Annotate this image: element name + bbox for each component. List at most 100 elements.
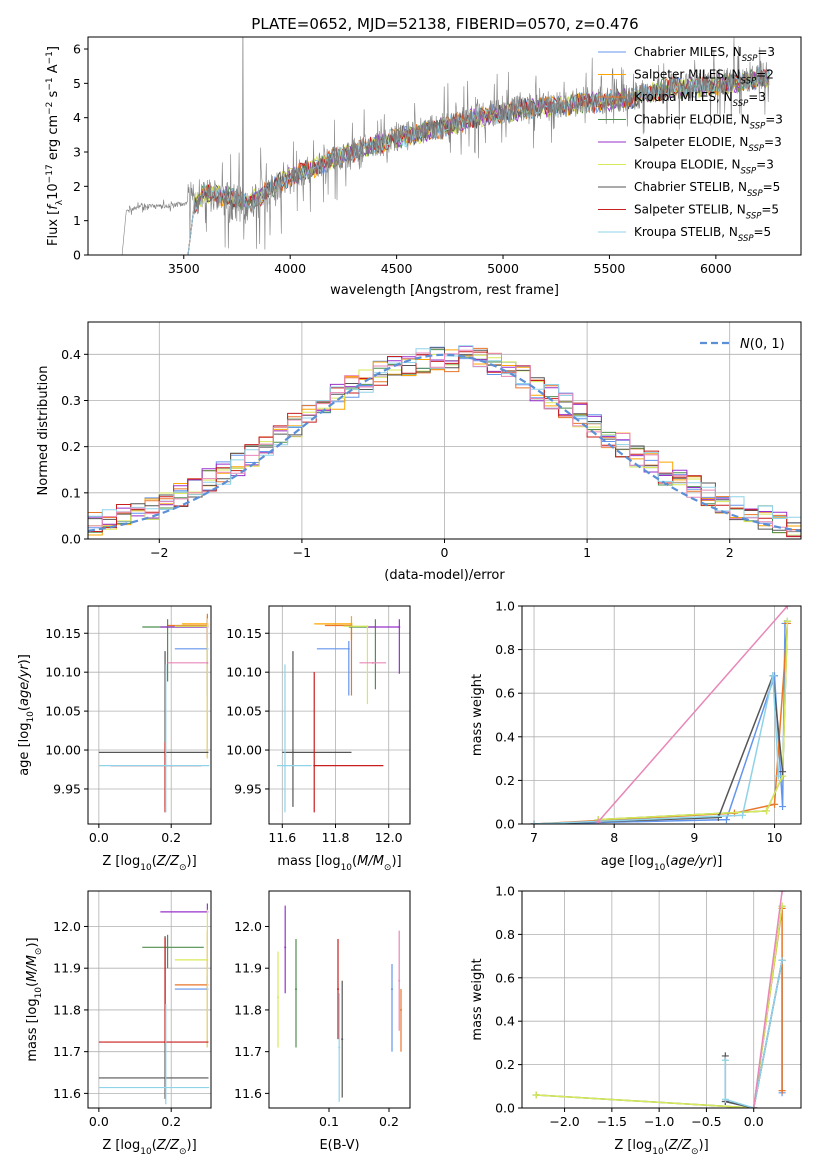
axes-frame [268, 890, 411, 1109]
legend-label: Kroupa MILES, NSSP=3 [634, 90, 766, 109]
axes-frame [87, 36, 802, 256]
data-point [313, 764, 316, 767]
weight-marker [738, 811, 746, 819]
y-tick-label: 11.8 [234, 1002, 262, 1017]
x-axis-label: age [log10(age/yr)] [601, 854, 723, 873]
y-tick-label: 1.0 [495, 884, 515, 899]
y-tick-label: 0.8 [495, 927, 515, 942]
y-tick-label: 0.8 [495, 642, 515, 657]
x-tick-label: 4000 [274, 261, 306, 276]
weight-marker [769, 672, 777, 680]
y-tick-label: 11.6 [234, 1086, 262, 1101]
x-tick-label: 0.0 [89, 1114, 109, 1129]
weight-marker [779, 803, 787, 811]
weight-marker [721, 1095, 729, 1103]
data-point [391, 988, 393, 991]
y-tick-label: 3 [73, 145, 81, 160]
y-tick-label: 6 [73, 42, 81, 57]
data-point [166, 946, 169, 949]
weight-marker [779, 768, 787, 776]
legend-label: Chabrier STELIB, NSSP=5 [634, 180, 780, 199]
gaussian-curve [88, 353, 801, 532]
x-tick-label: 11.8 [322, 830, 350, 845]
x-axis-label: E(B-V) [319, 1138, 359, 1153]
axes-frame [87, 605, 212, 825]
legend: N(0, 1) [700, 337, 785, 352]
y-tick-label: 1 [73, 213, 81, 228]
axes-frame [521, 605, 802, 825]
x-axis-label: Z [log10(Z/Z⊙)] [614, 1138, 708, 1157]
y-tick-label: 11.7 [234, 1044, 262, 1059]
histogram-steps [88, 349, 801, 532]
figure-title: PLATE=0652, MJD=52138, FIBERID=0570, z=0… [251, 15, 638, 33]
y-tick-label: 0.1 [61, 485, 81, 500]
legend-label: Kroupa ELODIE, NSSP=3 [634, 158, 774, 177]
x-tick-label: 0 [441, 545, 449, 560]
weight-marker [771, 800, 779, 808]
weight-line [533, 675, 780, 824]
weight-marker [594, 818, 602, 824]
x-tick-label: 12.0 [375, 830, 403, 845]
data-point [206, 661, 209, 664]
plot-area [98, 903, 210, 1105]
y-tick-label: 5 [73, 76, 81, 91]
weight-marker [763, 807, 771, 815]
x-tick-label: 3500 [168, 261, 200, 276]
y-tick-label: 0.2 [495, 773, 515, 788]
weight-line [536, 906, 783, 1108]
y-tick-label: 0.2 [495, 1057, 515, 1072]
y-tick-label: 10.10 [45, 665, 81, 680]
x-tick-label: 2 [726, 545, 734, 560]
data-point [206, 625, 209, 628]
x-axis-label: Z [log10(Z/Z⊙)] [102, 1138, 196, 1157]
data-point [206, 958, 209, 961]
weight-marker [530, 820, 538, 824]
weight-marker [750, 1104, 758, 1108]
axes-frame [268, 605, 411, 825]
y-tick-label: 9.95 [234, 781, 262, 796]
x-tick-label: 0.2 [161, 1114, 181, 1129]
y-tick-label: 0.4 [61, 347, 81, 362]
y-tick-label: 2 [73, 179, 81, 194]
y-axis-label: mass weight [470, 674, 485, 756]
x-tick-label: 0.2 [161, 830, 181, 845]
y-tick-label: 10.00 [226, 743, 262, 758]
y-tick-label: 10.10 [226, 665, 262, 680]
y-tick-label: 12.0 [53, 919, 81, 934]
axes-frame [87, 890, 212, 1109]
y-tick-label: 11.9 [234, 961, 262, 976]
y-tick-label: 12.0 [234, 919, 262, 934]
legend-label: Chabrier MILES, NSSP=3 [634, 45, 775, 64]
weight-marker [778, 956, 786, 964]
plot-area [532, 891, 786, 1108]
panel-residuals: −2 −1 0 1 2 0.0 0.1 0.2 0.3 0.4 (data-model)/error… [36, 321, 802, 583]
legend-label: Salpeter ELODIE, NSSP=3 [634, 135, 782, 154]
x-tick-label: 0.0 [744, 1114, 764, 1129]
y-tick-label: 11.8 [53, 1002, 81, 1017]
y-tick-label: 4 [73, 110, 81, 125]
panel-age_vs_z: 0.0 0.2 9.95 10.00 10.05 10.10 10.15 Z [log10(Z… [17, 605, 212, 873]
y-axis-label: age [log10(age/yr)] [17, 654, 36, 776]
x-tick-label: −1 [293, 545, 311, 560]
y-tick-label: 11.9 [53, 961, 81, 976]
weight-marker [721, 1056, 729, 1064]
legend-label: Kroupa STELIB, NSSP=5 [634, 225, 771, 244]
x-tick-label: 0.1 [319, 1114, 339, 1129]
x-tick-label: −1.5 [597, 1114, 627, 1129]
data-point [338, 1046, 341, 1049]
y-tick-label: 10.15 [226, 626, 262, 641]
y-axis-label: Normed distribution [36, 366, 51, 496]
legend-label: N(0, 1) [740, 337, 785, 352]
panel-weight_vs_z: −2.0 −1.5 −1.0 −0.5 0.0 0.0 0.2 0.4 0.6 0.8 1.0 Z [… [470, 884, 802, 1157]
x-tick-label: −2.0 [549, 1114, 579, 1129]
weight-line [724, 960, 783, 1108]
y-tick-label: 0 [73, 248, 81, 263]
x-axis-label: (data-model)/error [384, 568, 505, 583]
y-tick-label: 11.7 [53, 1044, 81, 1059]
y-axis-label: mass [log10(M/M⊙)] [25, 937, 44, 1061]
data-point [277, 996, 279, 999]
data-point [350, 622, 353, 625]
y-tick-label: 11.6 [53, 1086, 81, 1101]
y-tick-label: 0.0 [495, 1101, 515, 1116]
weight-marker [783, 606, 791, 610]
